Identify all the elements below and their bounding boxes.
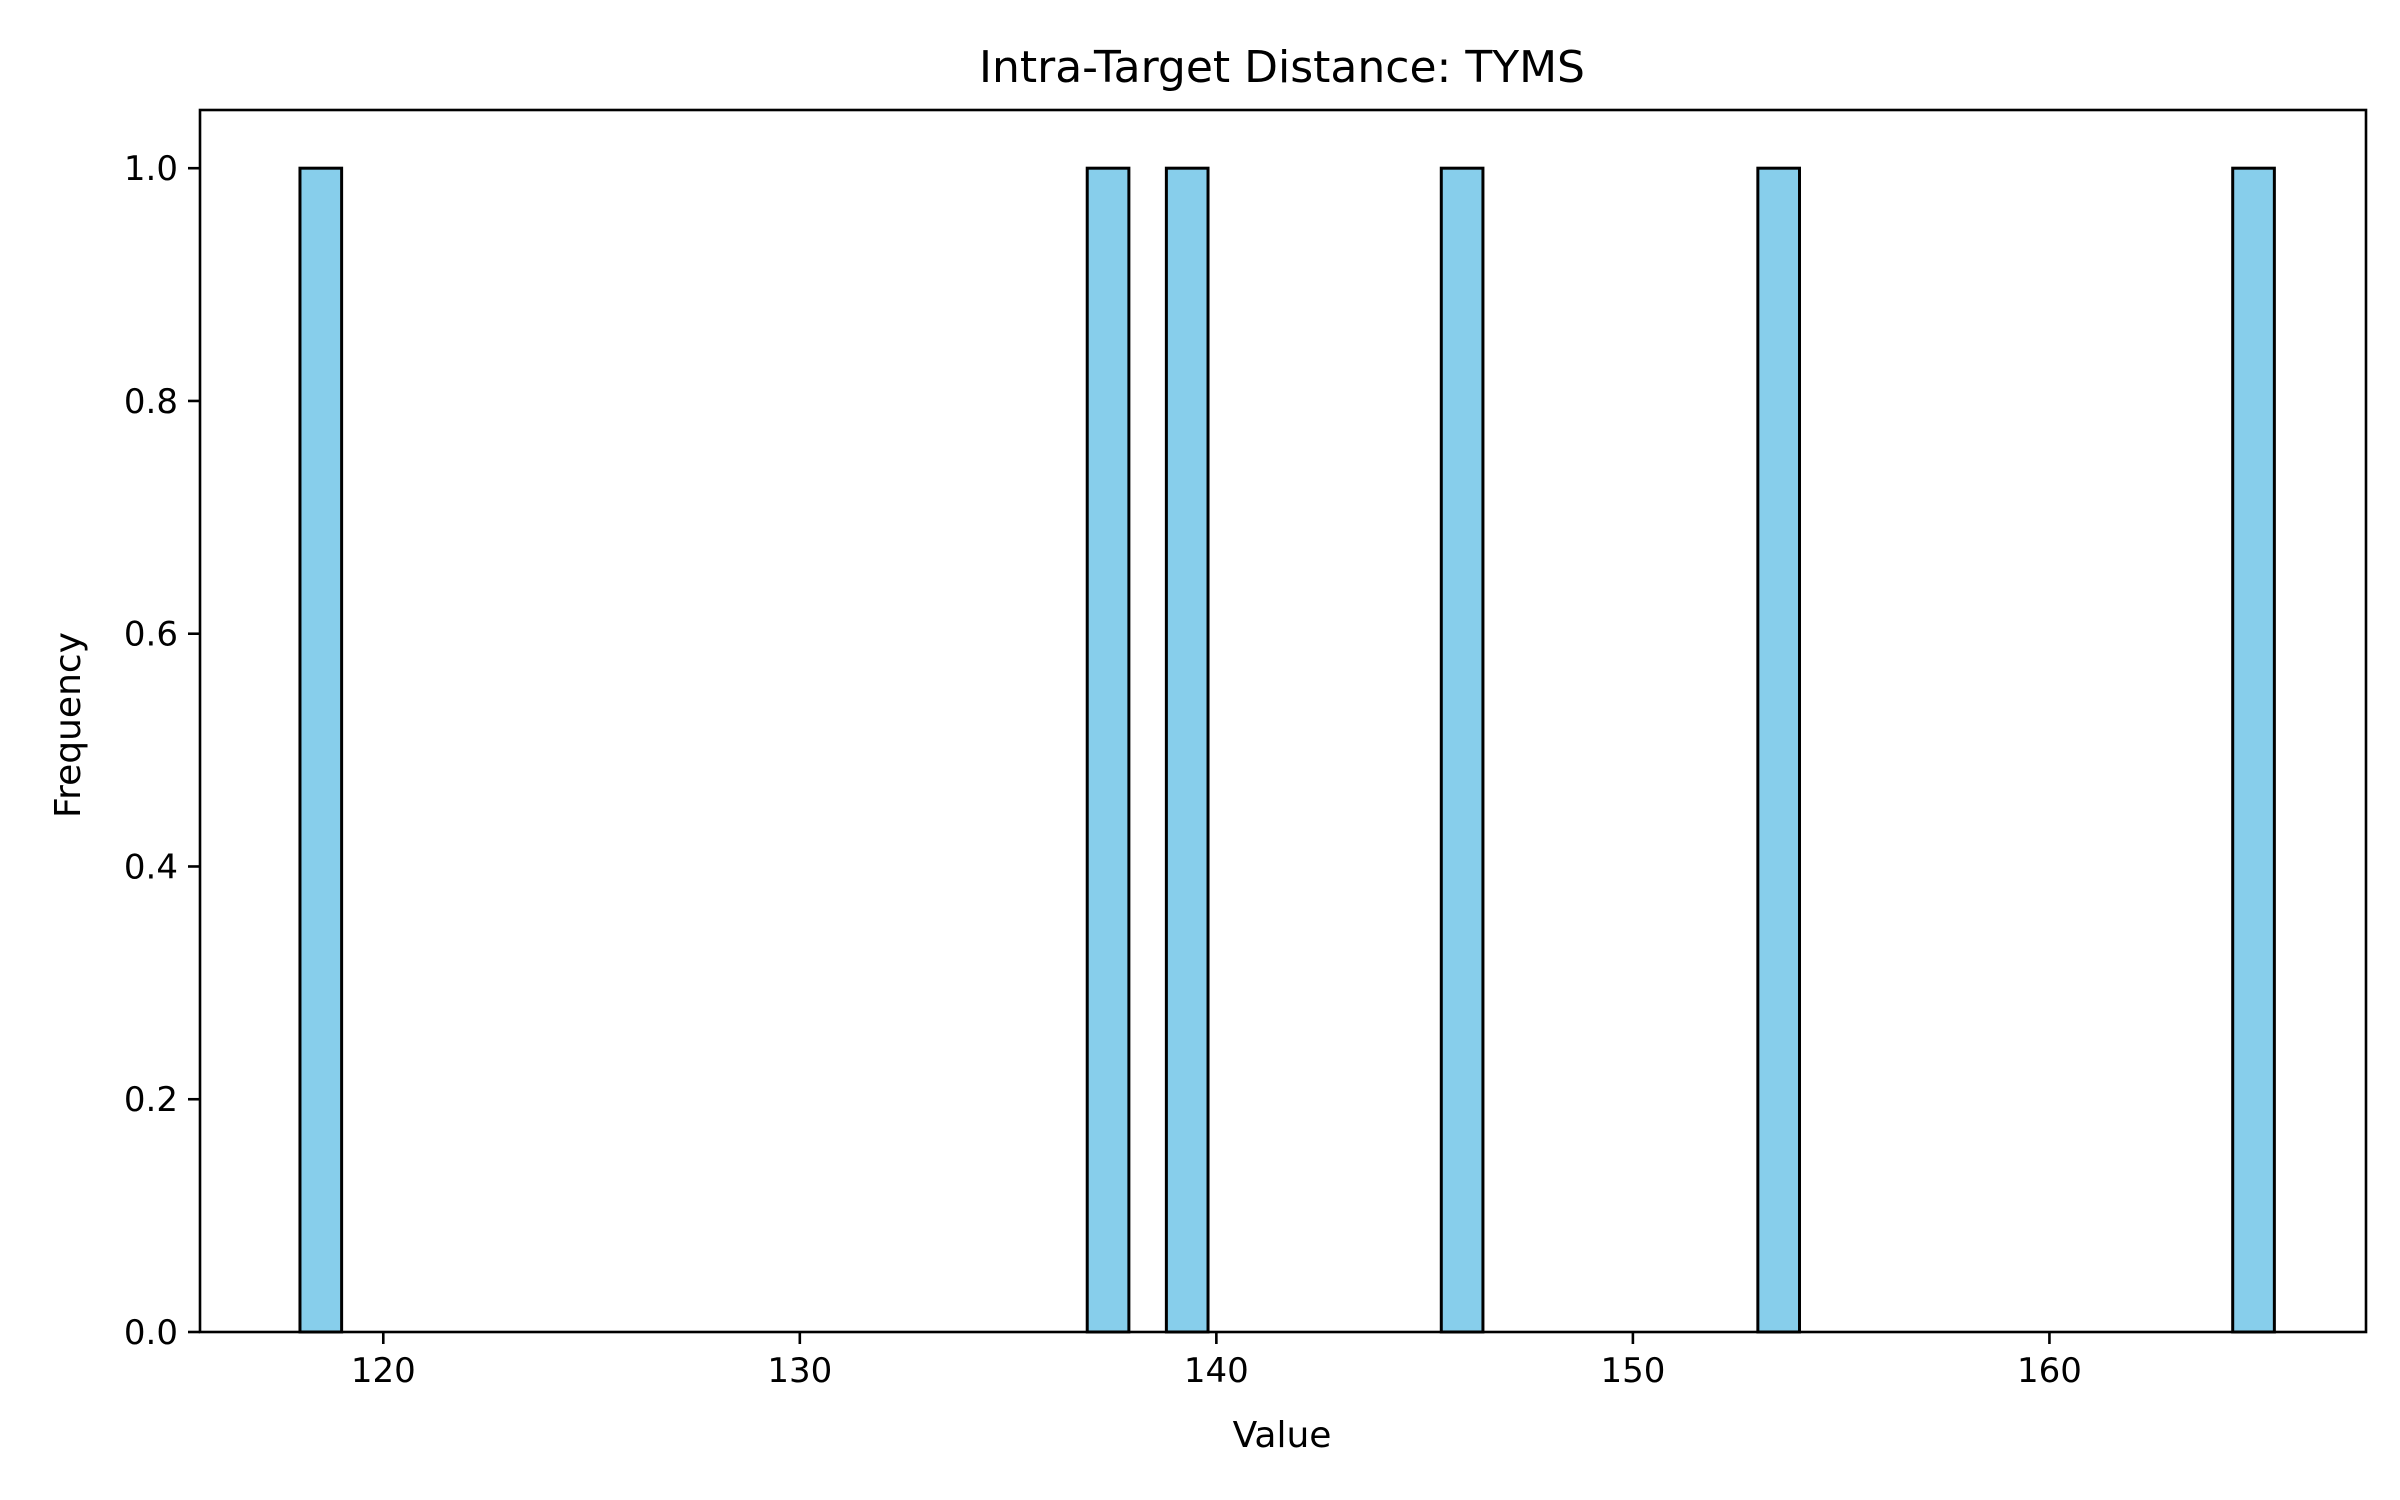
y-tick-label-2: 0.2 — [124, 1080, 178, 1120]
histogram-bar-4 — [1439, 166, 1485, 1334]
bars-group — [298, 166, 2276, 1334]
x-axis-ticks: 120 130 140 150 160 — [351, 1332, 2082, 1391]
x-tick-label-5: 160 — [2017, 1351, 2082, 1391]
y-tick-label-5: 0.8 — [124, 382, 178, 422]
y-tick-label-4: 0.6 — [124, 615, 178, 655]
x-tick-label-3: 140 — [1184, 1351, 1249, 1391]
y-tick-label-6: 1.0 — [124, 149, 178, 189]
y-axis-label: Frequency — [48, 632, 89, 818]
histogram-bar-2 — [1085, 166, 1131, 1334]
x-axis-label: Value — [1233, 1415, 1332, 1456]
histogram-bar-1 — [298, 166, 344, 1334]
x-tick-label-1: 120 — [351, 1351, 416, 1391]
y-tick-label-1: 0.0 — [124, 1313, 178, 1353]
chart-title: Intra-Target Distance: TYMS — [979, 42, 1585, 93]
y-axis-ticks: 0.0 0.2 0.4 0.6 0.8 1.0 — [124, 149, 200, 1353]
plot-frame — [198, 108, 2368, 1334]
y-tick-label-3: 0.4 — [124, 847, 178, 887]
histogram-bar-5 — [1756, 166, 1802, 1334]
x-tick-label-4: 150 — [1600, 1351, 1665, 1391]
histogram-bar-3 — [1164, 166, 1210, 1334]
histogram-bar-6 — [2231, 166, 2276, 1334]
x-tick-label-2: 130 — [767, 1351, 832, 1391]
